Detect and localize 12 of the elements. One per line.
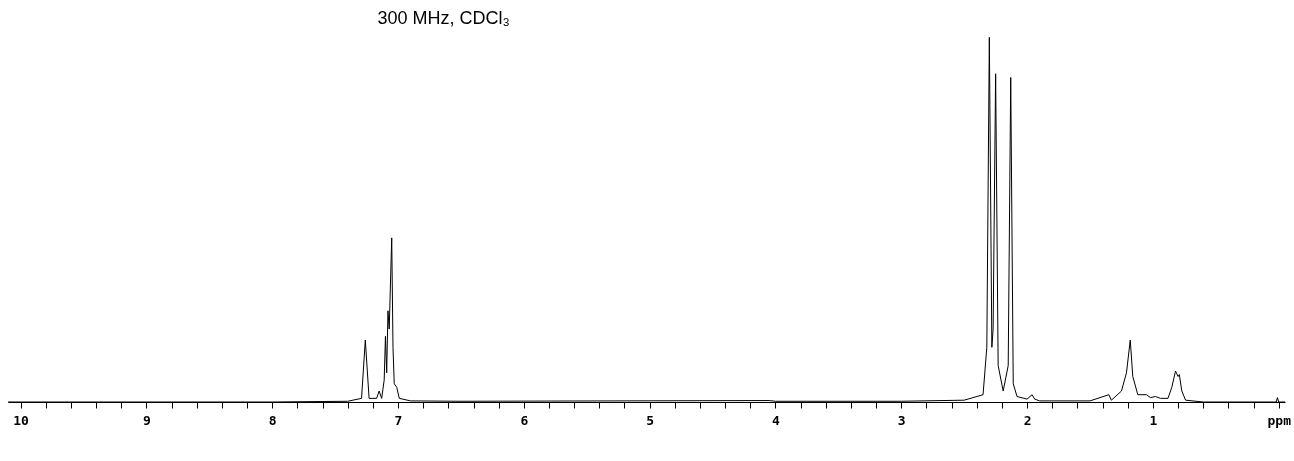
x-tick-label: 10 [13, 412, 30, 428]
x-tick-label: 6 [520, 412, 529, 428]
x-tick-label: 3 [897, 412, 906, 428]
x-tick-label: 7 [394, 412, 403, 428]
x-tick-label: 8 [268, 412, 277, 428]
x-tick-label: 2 [1023, 412, 1032, 428]
x-tick-label: 9 [142, 412, 151, 428]
x-tick-label: 4 [772, 412, 781, 428]
x-tick-label: 5 [646, 412, 655, 428]
chart-title: 300 MHz, CDCl₃ [377, 8, 510, 28]
x-tick-label: ppm [1267, 412, 1292, 428]
x-tick-label: 1 [1149, 412, 1158, 428]
